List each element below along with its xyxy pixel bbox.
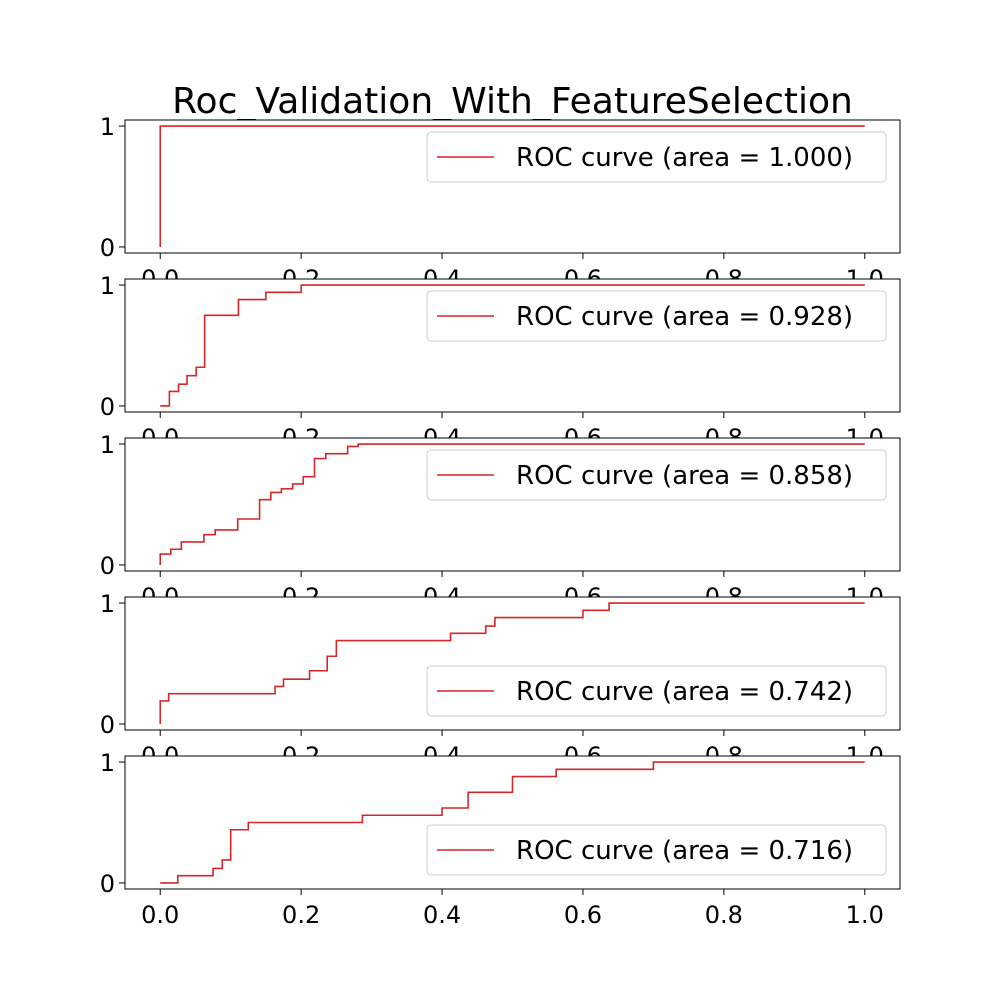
- legend: ROC curve (area = 0.716): [426, 824, 887, 876]
- x-tick-label: 0.2: [282, 901, 320, 929]
- legend-box: [426, 665, 887, 717]
- y-tick-label: 0: [100, 552, 115, 580]
- figure-title: Roc_Validation_With_FeatureSelection: [172, 81, 853, 122]
- axes-frame: [124, 437, 901, 572]
- legend-label: ROC curve (area = 1.000): [516, 143, 853, 173]
- legend-box: [426, 290, 887, 342]
- legend-box: [426, 824, 887, 876]
- y-tick-label: 1: [100, 272, 115, 300]
- legend: ROC curve (area = 0.742): [426, 665, 887, 717]
- y-tick-label: 1: [100, 431, 115, 459]
- x-tick-label: 0.8: [705, 901, 743, 929]
- y-tick-label: 0: [100, 234, 115, 262]
- x-tick-label: 0.6: [564, 901, 602, 929]
- legend-label: ROC curve (area = 0.742): [516, 677, 853, 707]
- y-tick-label: 0: [100, 393, 115, 421]
- legend-box: [426, 131, 887, 183]
- axes-frame: [124, 755, 901, 890]
- legend-box: [426, 449, 887, 501]
- y-tick-label: 0: [100, 711, 115, 739]
- y-tick-label: 1: [100, 590, 115, 618]
- legend-label: ROC curve (area = 0.858): [516, 461, 853, 491]
- roc-curve-line: [160, 761, 865, 884]
- y-tick-label: 0: [100, 870, 115, 898]
- legend: ROC curve (area = 0.858): [426, 449, 887, 501]
- y-tick-label: 1: [100, 749, 115, 777]
- x-tick-label: 0.4: [423, 901, 461, 929]
- legend: ROC curve (area = 0.928): [426, 290, 887, 342]
- legend-label: ROC curve (area = 0.928): [516, 302, 853, 332]
- roc-curve-line: [159, 125, 865, 247]
- y-tick-label: 1: [100, 113, 115, 141]
- roc-curve-line: [159, 443, 865, 565]
- roc-panel-5: 0.0 0.2 0.4 0.6 0.8 1.0 0 1 ROC curve (area = 0.…: [100, 749, 901, 929]
- roc-panels: 0.0 0.2 0.4 0.6 0.8 1.0 0 1 ROC curve (area = 1.…: [100, 113, 901, 929]
- x-tick-label: 1.0: [846, 901, 884, 929]
- x-tick-label: 0.0: [141, 901, 179, 929]
- axes-frame: [124, 596, 901, 731]
- roc-curve-line: [160, 284, 865, 407]
- axes-frame: [124, 119, 901, 254]
- legend-label: ROC curve (area = 0.716): [516, 836, 853, 866]
- legend: ROC curve (area = 1.000): [426, 131, 887, 183]
- axes-frame: [124, 278, 901, 413]
- roc-curve-line: [159, 602, 865, 724]
